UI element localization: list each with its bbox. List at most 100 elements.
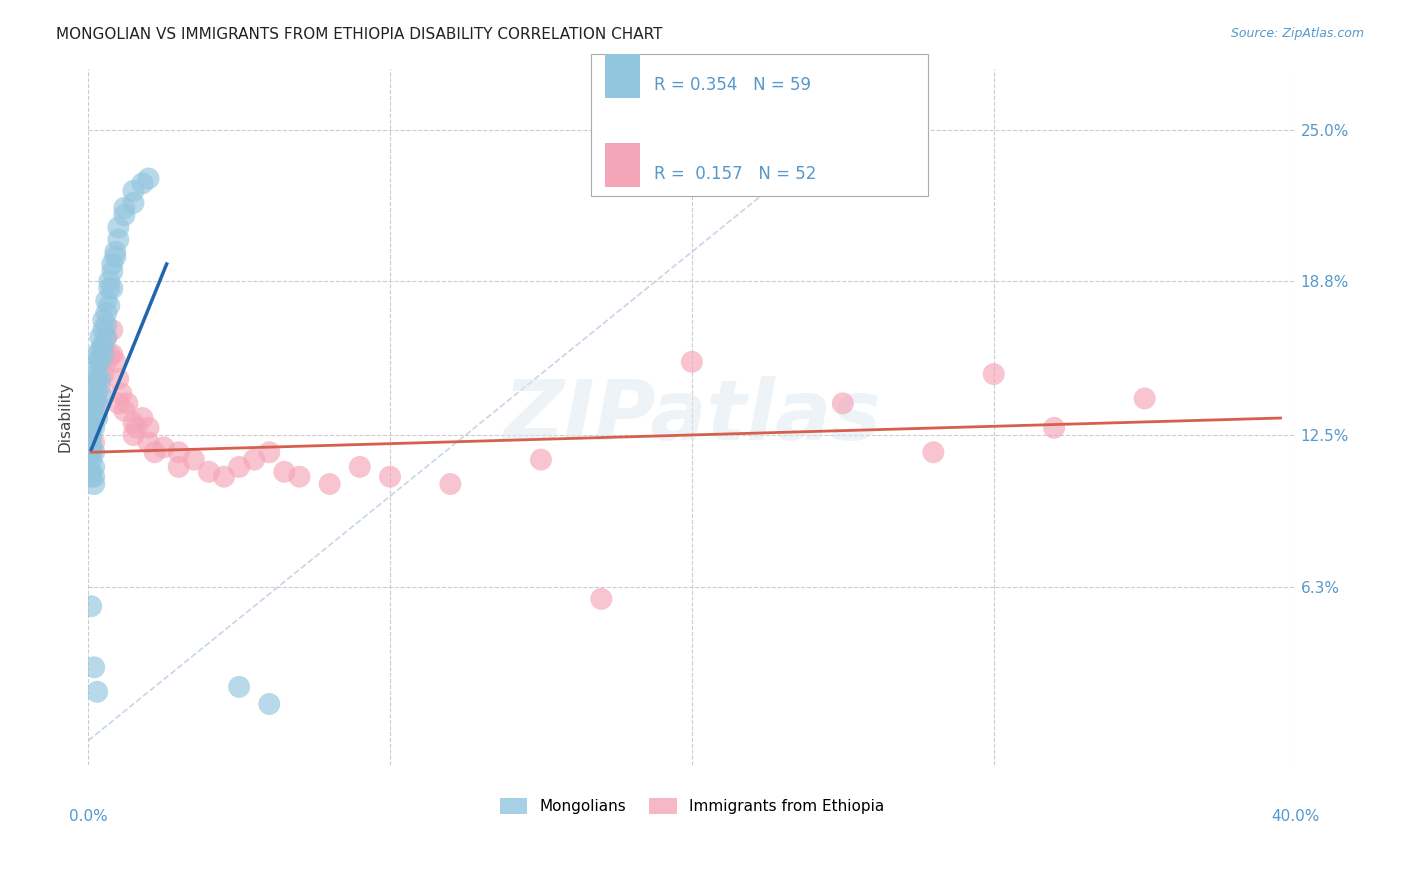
Point bbox=[83, 411, 105, 425]
Point bbox=[98, 299, 121, 313]
Point bbox=[117, 396, 139, 410]
Point bbox=[86, 685, 108, 699]
Text: MONGOLIAN VS IMMIGRANTS FROM ETHIOPIA DISABILITY CORRELATION CHART: MONGOLIAN VS IMMIGRANTS FROM ETHIOPIA DI… bbox=[56, 27, 662, 42]
Point bbox=[91, 343, 114, 357]
Point bbox=[198, 465, 221, 479]
Point bbox=[86, 396, 108, 410]
Point bbox=[89, 330, 111, 344]
Point bbox=[80, 452, 103, 467]
Point bbox=[83, 392, 105, 406]
Point bbox=[591, 591, 613, 606]
Point bbox=[89, 355, 111, 369]
Point bbox=[83, 396, 105, 410]
Point bbox=[112, 403, 135, 417]
Point bbox=[89, 386, 111, 401]
Point bbox=[922, 445, 945, 459]
Point bbox=[101, 281, 124, 295]
Point bbox=[378, 469, 401, 483]
Point bbox=[89, 379, 111, 393]
Point bbox=[96, 293, 118, 308]
Point bbox=[107, 233, 129, 247]
Point bbox=[80, 441, 103, 455]
Point bbox=[259, 445, 281, 459]
Point bbox=[349, 459, 371, 474]
Point bbox=[228, 680, 250, 694]
Point bbox=[107, 396, 129, 410]
Point bbox=[1043, 421, 1066, 435]
Point bbox=[288, 469, 311, 483]
Point bbox=[86, 372, 108, 386]
Point bbox=[89, 372, 111, 386]
Point bbox=[131, 177, 153, 191]
Point bbox=[86, 411, 108, 425]
Point bbox=[318, 477, 340, 491]
Point bbox=[98, 281, 121, 295]
Point bbox=[1133, 392, 1156, 406]
Point bbox=[104, 355, 127, 369]
Point bbox=[96, 318, 118, 333]
Point bbox=[107, 372, 129, 386]
Point bbox=[96, 306, 118, 320]
Point bbox=[83, 459, 105, 474]
Point bbox=[86, 367, 108, 381]
Point bbox=[273, 465, 295, 479]
Text: ZIPatlas: ZIPatlas bbox=[503, 376, 880, 458]
Point bbox=[228, 459, 250, 474]
Point bbox=[138, 435, 160, 450]
Text: R = 0.354   N = 59: R = 0.354 N = 59 bbox=[654, 76, 811, 94]
Point bbox=[80, 416, 103, 430]
Point bbox=[212, 469, 235, 483]
Point bbox=[83, 392, 105, 406]
Point bbox=[91, 347, 114, 361]
Point bbox=[183, 452, 205, 467]
Point bbox=[83, 435, 105, 450]
Point bbox=[91, 367, 114, 381]
Point bbox=[98, 347, 121, 361]
Point bbox=[91, 337, 114, 351]
Point bbox=[138, 171, 160, 186]
Point bbox=[89, 355, 111, 369]
Point bbox=[98, 274, 121, 288]
Point bbox=[122, 428, 145, 442]
Point bbox=[83, 445, 105, 459]
Point bbox=[86, 396, 108, 410]
Point bbox=[80, 421, 103, 435]
Point bbox=[80, 465, 103, 479]
Point bbox=[122, 416, 145, 430]
Point bbox=[96, 330, 118, 344]
Point bbox=[101, 264, 124, 278]
Point bbox=[89, 343, 111, 357]
Point bbox=[80, 435, 103, 450]
Point bbox=[122, 196, 145, 211]
Point bbox=[104, 250, 127, 264]
Point bbox=[96, 330, 118, 344]
Point bbox=[125, 421, 148, 435]
Point bbox=[101, 323, 124, 337]
Point bbox=[80, 469, 103, 483]
Point bbox=[681, 355, 703, 369]
Point bbox=[112, 208, 135, 222]
Point bbox=[530, 452, 553, 467]
Point bbox=[131, 411, 153, 425]
Point bbox=[83, 660, 105, 674]
Point bbox=[167, 459, 190, 474]
Point bbox=[80, 428, 103, 442]
Point bbox=[91, 323, 114, 337]
Point bbox=[86, 386, 108, 401]
Point bbox=[83, 379, 105, 393]
Legend: Mongolians, Immigrants from Ethiopia: Mongolians, Immigrants from Ethiopia bbox=[494, 792, 890, 820]
Point bbox=[101, 347, 124, 361]
Point bbox=[86, 372, 108, 386]
Text: R =  0.157   N = 52: R = 0.157 N = 52 bbox=[654, 165, 815, 183]
Text: Source: ZipAtlas.com: Source: ZipAtlas.com bbox=[1230, 27, 1364, 40]
Point bbox=[83, 411, 105, 425]
Point bbox=[122, 184, 145, 198]
Point bbox=[104, 244, 127, 259]
Point bbox=[143, 445, 166, 459]
Point bbox=[83, 421, 105, 435]
Point bbox=[80, 403, 103, 417]
Point bbox=[83, 477, 105, 491]
Point bbox=[243, 452, 266, 467]
Point bbox=[80, 445, 103, 459]
Point bbox=[80, 421, 103, 435]
